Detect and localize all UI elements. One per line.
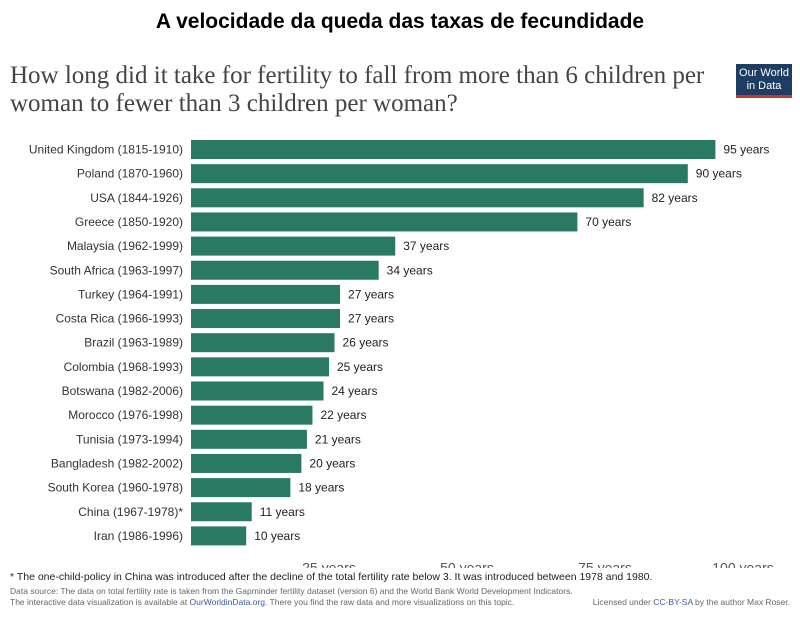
source-line-2-prefix: The interactive data visualization is av… xyxy=(10,597,190,607)
category-label: Costa Rica (1966-1993) xyxy=(56,312,183,326)
logo-line-1: Our World xyxy=(739,67,789,79)
value-label: 24 years xyxy=(331,384,377,398)
license-link[interactable]: CC-BY-SA xyxy=(653,597,693,607)
source-line-2: The interactive data visualization is av… xyxy=(10,597,790,608)
bar xyxy=(191,140,716,159)
bar xyxy=(191,357,329,377)
value-label: 11 years xyxy=(260,505,305,519)
license-note: Licensed under CC-BY-SA by the author Ma… xyxy=(593,597,790,607)
value-label: 34 years xyxy=(387,263,433,277)
bar xyxy=(191,333,335,353)
category-label: Botswana (1982-2006) xyxy=(62,384,183,398)
x-tick-label: 50 years xyxy=(440,560,494,568)
value-label: 10 years xyxy=(254,529,300,543)
value-label: 21 years xyxy=(315,432,361,446)
license-prefix: Licensed under xyxy=(592,597,654,607)
bar xyxy=(191,164,688,184)
bar xyxy=(191,429,307,449)
bar xyxy=(191,381,324,401)
x-tick-label: 75 years xyxy=(578,560,632,568)
category-label: Morocco (1976-1998) xyxy=(68,408,183,422)
bar xyxy=(191,284,341,304)
category-label: Malaysia (1962-1999) xyxy=(67,239,183,253)
category-label: Colombia (1968-1993) xyxy=(64,360,183,374)
category-label: Turkey (1964-1991) xyxy=(78,287,183,301)
category-label: Poland (1870-1960) xyxy=(77,167,183,181)
license-suffix: by the author Max Roser. xyxy=(692,597,790,607)
bar xyxy=(191,478,291,498)
value-label: 37 years xyxy=(403,239,449,253)
category-label: Brazil (1963-1989) xyxy=(84,336,183,350)
value-label: 70 years xyxy=(585,215,631,229)
x-tick-label: 25 years xyxy=(302,560,356,568)
value-label: 90 years xyxy=(696,167,742,181)
category-label: South Africa (1963-1997) xyxy=(50,263,183,277)
value-label: 26 years xyxy=(343,336,389,350)
logo-line-2: in Data xyxy=(746,80,782,92)
category-label: Bangladesh (1982-2002) xyxy=(51,456,183,470)
bar xyxy=(191,212,578,232)
bar xyxy=(191,453,302,473)
category-label: Greece (1850-1920) xyxy=(75,215,183,229)
category-label: USA (1844-1926) xyxy=(90,191,183,205)
value-label: 20 years xyxy=(309,456,355,470)
owid-logo[interactable]: Our World in Data xyxy=(736,64,792,98)
x-tick-label: 100 years xyxy=(712,560,773,568)
category-label: South Korea (1960-1978) xyxy=(48,481,183,495)
chart-title: How long did it take for fertility to fa… xyxy=(10,62,705,117)
value-label: 25 years xyxy=(337,360,383,374)
value-label: 27 years xyxy=(348,287,394,301)
category-label: United Kingdom (1815-1910) xyxy=(29,143,183,157)
bar xyxy=(191,502,252,522)
category-label: Iran (1986-1996) xyxy=(94,529,183,543)
category-label: Tunisia (1973-1994) xyxy=(76,432,183,446)
bar xyxy=(191,236,396,256)
bar-chart: United Kingdom (1815-1910) 95 years Poland… xyxy=(29,140,774,568)
source-line-2-suffix: . There you find the raw data and more v… xyxy=(264,597,515,607)
source-line-1: Data source: The data on total fertility… xyxy=(10,586,573,596)
bar xyxy=(191,526,247,546)
bar xyxy=(191,188,644,208)
value-label: 95 years xyxy=(723,143,769,157)
value-label: 18 years xyxy=(298,481,344,495)
bar xyxy=(191,309,341,329)
page-title: A velocidade da queda das taxas de fecun… xyxy=(155,10,645,33)
footnote: * The one-child-policy in China was intr… xyxy=(10,571,653,583)
value-label: 82 years xyxy=(652,191,698,205)
bar xyxy=(191,260,379,280)
source-note: Data source: The data on total fertility… xyxy=(10,586,790,608)
category-label: China (1967-1978)* xyxy=(78,505,183,519)
bar xyxy=(191,405,313,425)
value-label: 27 years xyxy=(348,312,394,326)
owid-link[interactable]: OurWorldinData.org xyxy=(189,597,265,607)
value-label: 22 years xyxy=(320,408,366,422)
